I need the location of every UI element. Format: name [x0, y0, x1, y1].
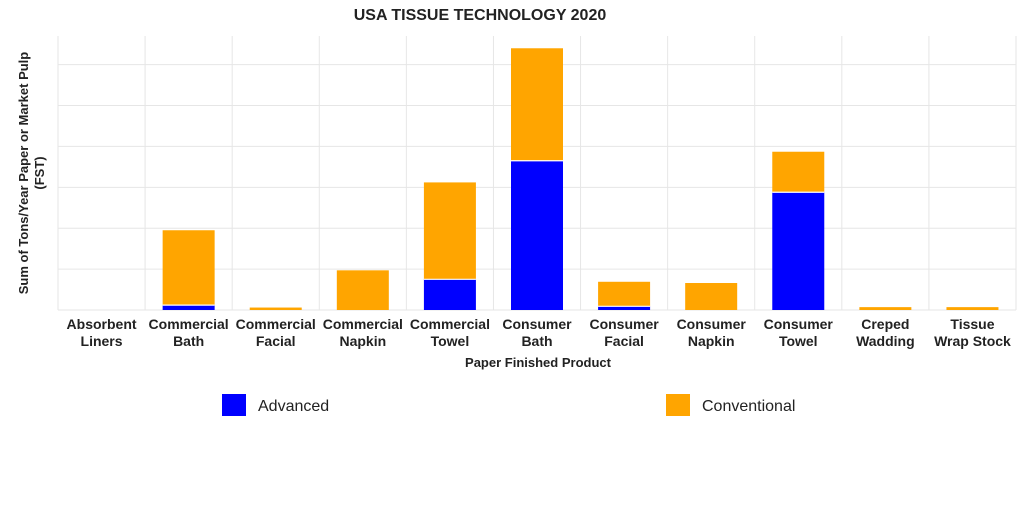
bar-advanced-commercial-bath	[162, 305, 215, 310]
chart-title: USA TISSUE TECHNOLOGY 2020	[354, 7, 607, 24]
x-tick-label: Commercial Napkin	[323, 316, 403, 349]
x-tick-label: Consumer Bath	[502, 316, 572, 349]
bar-advanced-commercial-towel	[423, 279, 476, 310]
bar-advanced-consumer-towel	[772, 192, 825, 310]
legend-label-conventional: Conventional	[702, 398, 795, 415]
bar-conventional-commercial-napkin	[336, 270, 389, 310]
legend-label-advanced: Advanced	[258, 398, 329, 415]
x-tick-label: Commercial Facial	[236, 316, 316, 349]
y-axis-label: Sum of Tons/Year Paper or Market Pulp(FS…	[16, 52, 47, 295]
bar-conventional-commercial-facial	[249, 307, 302, 310]
legend-swatch-conventional	[666, 394, 690, 416]
bar-conventional-commercial-bath	[162, 230, 215, 306]
x-tick-label: Consumer Towel	[764, 316, 834, 349]
bar-conventional-consumer-towel	[772, 151, 825, 193]
legend-swatch-advanced	[222, 394, 246, 416]
bars	[162, 48, 999, 310]
x-tick-label: Creped Wadding	[856, 316, 915, 349]
bar-conventional-creped-wadding	[859, 307, 912, 310]
x-tick-label: Consumer Facial	[589, 316, 659, 349]
bar-advanced-consumer-facial	[598, 306, 651, 310]
x-tick-label: Commercial Bath	[149, 316, 229, 349]
bar-conventional-consumer-bath	[511, 48, 563, 161]
legend: Advanced Conventional	[222, 394, 795, 416]
x-tick-label: Absorbent Liners	[67, 316, 137, 349]
bar-conventional-consumer-facial	[598, 281, 651, 307]
bar-conventional-commercial-towel	[423, 182, 476, 280]
x-tick-label: Tissue Wrap Stock	[934, 316, 1011, 349]
bar-conventional-consumer-napkin	[685, 283, 738, 310]
x-tick-label: Commercial Towel	[410, 316, 490, 349]
x-tick-label: Consumer Napkin	[677, 316, 747, 349]
bar-advanced-consumer-bath	[511, 160, 563, 310]
x-axis-label: Paper Finished Product	[465, 355, 612, 370]
bar-conventional-tissue-wrap-stock	[946, 307, 999, 310]
